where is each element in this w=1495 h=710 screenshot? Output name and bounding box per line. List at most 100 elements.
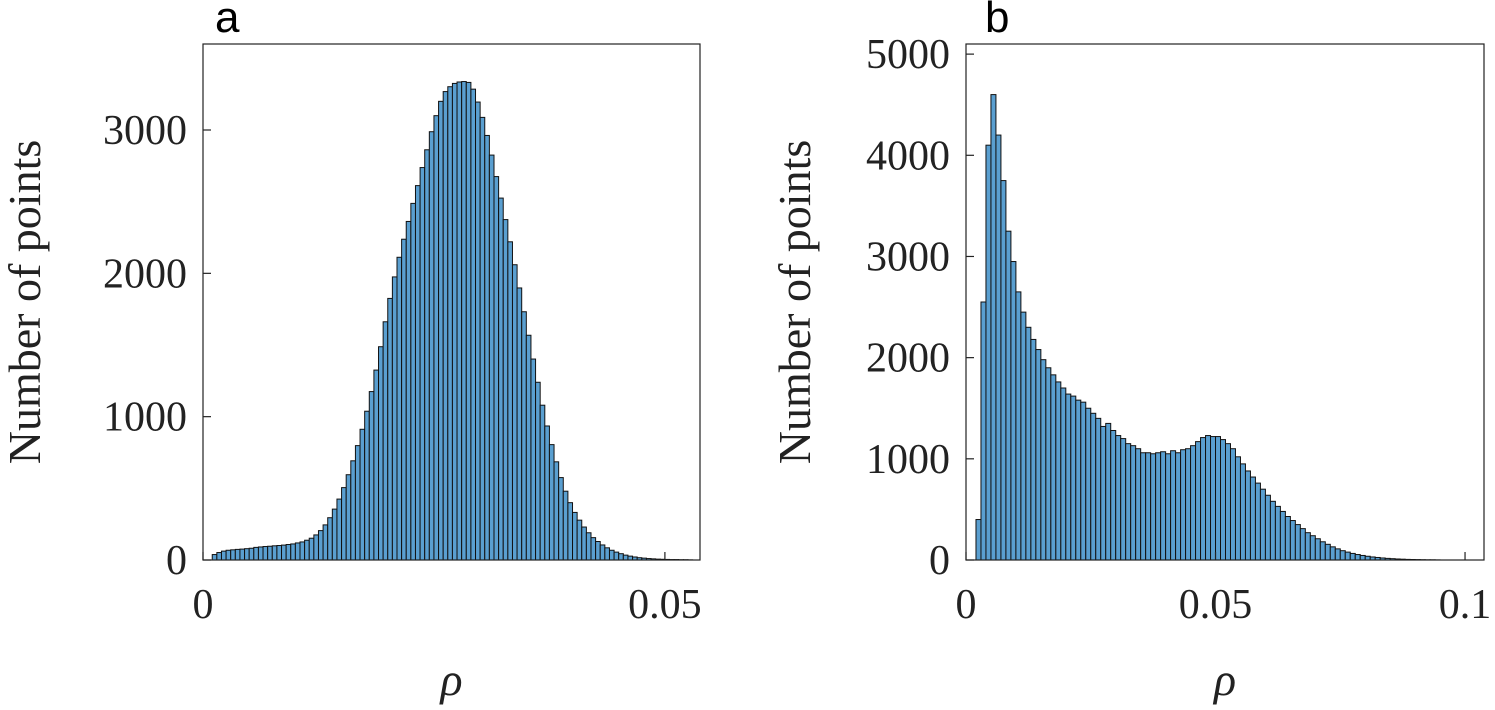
x-tick-label: 0	[193, 582, 214, 628]
bar	[271, 545, 278, 561]
bar	[562, 490, 569, 561]
bar	[248, 547, 255, 561]
bar	[433, 115, 440, 561]
bar	[211, 554, 218, 561]
bar	[391, 276, 398, 561]
bar	[493, 176, 500, 561]
bar	[294, 542, 301, 561]
bar	[581, 526, 587, 561]
bar	[442, 91, 449, 561]
bar	[525, 334, 532, 561]
bar	[975, 519, 982, 561]
bar	[548, 444, 555, 561]
bar	[1085, 407, 1092, 561]
bar	[1259, 488, 1266, 561]
bar	[350, 460, 356, 561]
bar	[1145, 452, 1152, 561]
bar	[308, 537, 315, 561]
bar	[1015, 291, 1022, 561]
panel-label: b	[985, 0, 1009, 42]
bar	[1105, 422, 1112, 561]
bar	[1344, 551, 1351, 561]
bar	[313, 534, 319, 561]
bar	[331, 508, 338, 561]
bar	[980, 301, 987, 561]
bar	[373, 369, 380, 561]
bar	[239, 548, 246, 561]
bar	[341, 487, 347, 561]
bar	[1005, 230, 1012, 561]
bar	[990, 94, 997, 561]
bar	[1195, 441, 1202, 561]
bar	[382, 321, 389, 561]
bar	[535, 381, 541, 561]
bar	[516, 287, 523, 561]
bar	[470, 88, 477, 561]
bar	[1165, 453, 1172, 561]
bar	[1055, 381, 1062, 561]
bar	[262, 546, 269, 561]
bar	[1110, 429, 1117, 561]
bar	[1075, 399, 1082, 561]
bar	[456, 81, 463, 561]
bar	[1010, 261, 1017, 561]
y-tick-label: 1000	[103, 395, 187, 441]
bar	[985, 144, 992, 561]
bar	[285, 544, 292, 561]
bar	[576, 519, 583, 561]
bar	[1020, 311, 1027, 561]
bar	[1309, 535, 1316, 561]
bar	[1324, 543, 1331, 561]
bar	[572, 511, 578, 561]
bar	[364, 410, 370, 561]
bar	[488, 154, 495, 561]
bar	[558, 477, 564, 561]
bar	[1359, 554, 1366, 561]
bar	[567, 502, 574, 561]
y-tick-label: 2000	[103, 251, 187, 297]
bar	[595, 541, 601, 561]
bar	[230, 549, 236, 561]
bar	[438, 100, 444, 561]
bar	[414, 185, 421, 561]
bar	[410, 202, 416, 561]
bar	[1254, 482, 1261, 561]
bar	[1150, 453, 1157, 561]
x-tick-label: 0.1	[1439, 582, 1492, 628]
bar	[475, 101, 481, 561]
bar	[1060, 387, 1067, 561]
bar	[405, 220, 412, 561]
bar	[539, 404, 546, 561]
bar	[1080, 401, 1087, 561]
bar	[368, 391, 375, 561]
bar	[1329, 546, 1336, 561]
bar	[1239, 463, 1246, 561]
bar	[1040, 359, 1047, 561]
bar	[498, 197, 504, 561]
bar	[1349, 552, 1356, 561]
bar	[234, 548, 241, 561]
bar	[225, 549, 232, 561]
bar	[511, 264, 518, 561]
bar	[1264, 494, 1271, 561]
bar	[267, 545, 273, 561]
axes-frame	[965, 43, 1485, 561]
bar	[622, 554, 629, 561]
y-tick-label: 1000	[866, 437, 950, 483]
y-tick-label: 3000	[103, 108, 187, 154]
bar	[1289, 520, 1296, 561]
bar	[1210, 436, 1217, 561]
bar	[1229, 448, 1236, 561]
bar	[216, 552, 222, 561]
bar	[530, 358, 537, 561]
bar	[290, 543, 296, 561]
bar	[1130, 445, 1137, 561]
bar	[276, 545, 283, 561]
y-tick-label: 0	[166, 538, 187, 584]
bar	[1185, 448, 1192, 561]
bar	[257, 546, 264, 561]
bar	[618, 553, 624, 561]
bar	[521, 311, 527, 561]
bar	[1120, 438, 1127, 561]
bar	[465, 81, 472, 561]
